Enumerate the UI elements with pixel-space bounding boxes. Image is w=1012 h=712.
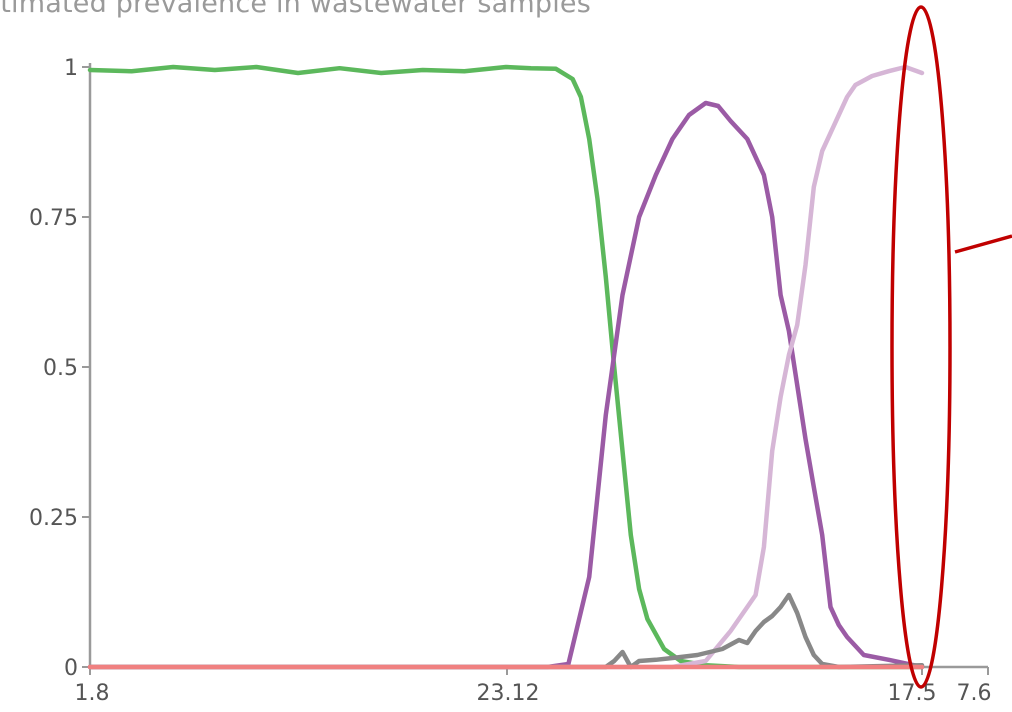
annotation-pointer-line: [954, 234, 1012, 254]
chart-title: stimated prevalence in wastewater sample…: [0, 0, 591, 19]
chart-annotations: [890, 5, 1012, 689]
y-tick-label: 1: [64, 56, 78, 81]
y-tick-label: 0.25: [29, 506, 78, 531]
chart-series: [87, 64, 925, 670]
x-tick-label: 1.8: [75, 681, 110, 706]
highlight-ellipse: [890, 5, 952, 689]
series-line-2: [87, 100, 925, 670]
y-tick-label: 0.75: [29, 206, 78, 231]
x-tick-label: 7.6: [957, 681, 992, 706]
chart-axes: 0 0.25 0.5 0.75 1 1.8 23.12 17.5 7.6: [29, 56, 991, 706]
x-tick-label: 17.5: [888, 681, 937, 706]
y-tick-label: 0.5: [43, 356, 78, 381]
series-line-1: [87, 64, 925, 670]
series-line-4: [87, 592, 925, 670]
y-tick-label: 0: [64, 656, 78, 681]
series-line-3: [87, 64, 925, 670]
x-tick-label: 23.12: [477, 681, 540, 706]
